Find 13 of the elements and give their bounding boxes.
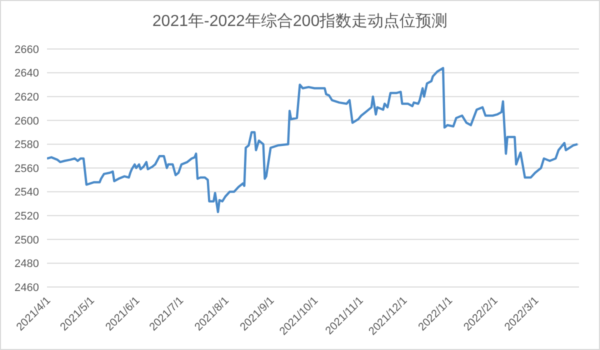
y-tick-label: 2620: [14, 92, 39, 104]
y-tick-label: 2600: [14, 115, 39, 128]
y-tick-label: 2520: [14, 210, 39, 223]
y-tick-label: 2640: [14, 68, 39, 80]
chart-title: 2021年-2022年综合200指数走动点位预测: [151, 12, 449, 32]
y-tick-label: 2660: [14, 44, 39, 56]
line-series: [47, 66, 579, 214]
y-tick-label: 2560: [14, 162, 39, 175]
y-tick-label: 2500: [14, 234, 39, 246]
y-tick-label: 2460: [14, 282, 39, 294]
y-tick-label: 2480: [14, 258, 39, 270]
y-tick-label: 2540: [14, 186, 39, 199]
y-tick-label: 2580: [14, 139, 39, 152]
